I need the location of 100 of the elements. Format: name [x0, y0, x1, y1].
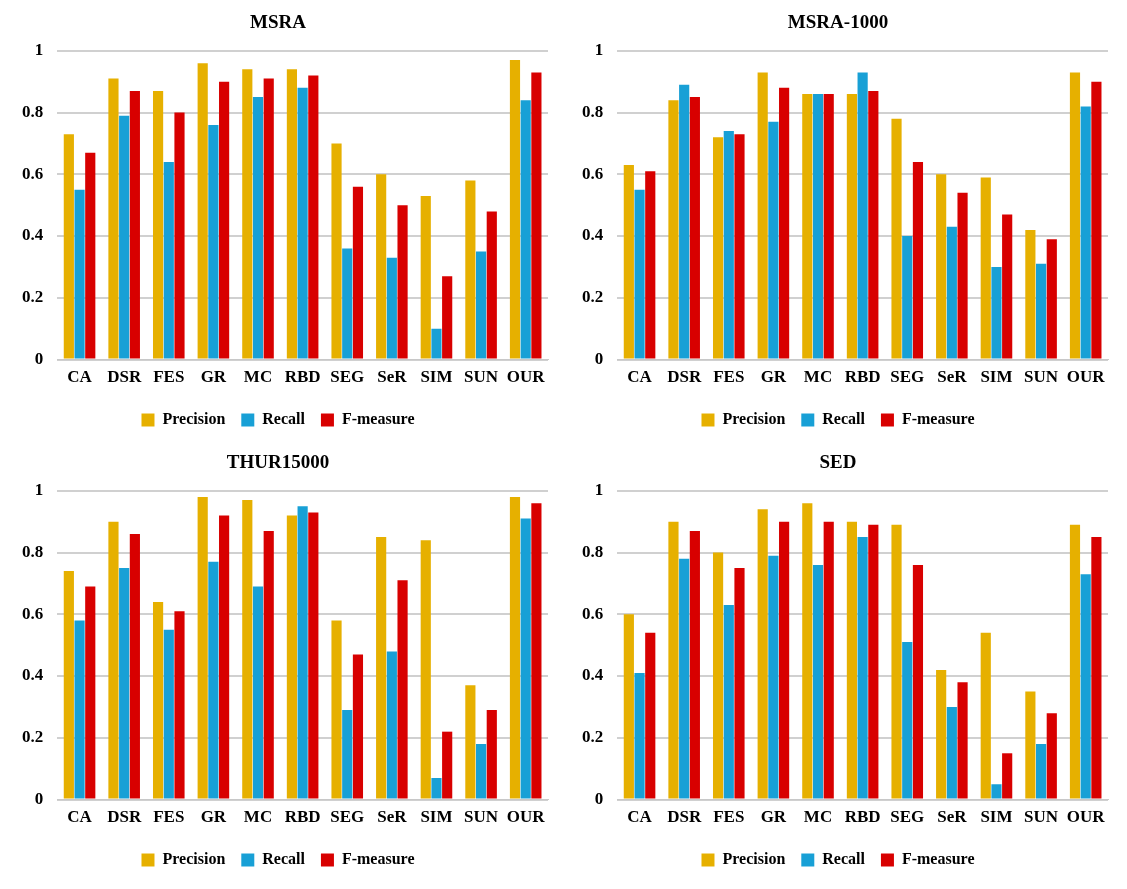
- bar: [174, 611, 185, 799]
- bar: [486, 710, 497, 799]
- bar: [768, 555, 779, 799]
- bar: [634, 189, 645, 359]
- bar: [1025, 229, 1036, 359]
- bar: [242, 500, 253, 799]
- bar: [1002, 214, 1013, 359]
- bar: [520, 100, 531, 359]
- x-tick-label: SEG: [330, 807, 365, 827]
- y-tick-label: 0.8: [22, 541, 44, 561]
- bar: [936, 174, 947, 359]
- chart-title: MSRA-1000: [787, 11, 889, 33]
- bar: [957, 192, 968, 359]
- legend-label: F-measure: [341, 410, 415, 428]
- legend-label: F-measure: [901, 410, 975, 428]
- bar: [802, 503, 813, 799]
- bar: [242, 69, 253, 359]
- bar: [1069, 72, 1081, 359]
- bar: [668, 521, 679, 799]
- bar: [645, 171, 656, 359]
- x-tick-label: CA: [67, 807, 93, 827]
- bar: [980, 177, 991, 359]
- x-tick-label: SIM: [420, 807, 453, 827]
- bar: [342, 248, 353, 359]
- x-tick-label: CA: [627, 807, 653, 827]
- x-tick-label: SUN: [464, 367, 499, 387]
- bar: [712, 137, 724, 359]
- x-tick-label: DSR: [107, 367, 142, 387]
- bar: [689, 97, 700, 359]
- bar: [936, 669, 947, 799]
- bar: [912, 161, 924, 359]
- legend-label: Precision: [722, 410, 786, 428]
- x-tick-label: MC: [803, 367, 833, 387]
- bar: [442, 731, 453, 799]
- bar: [431, 328, 442, 359]
- x-tick-label: SeR: [377, 807, 408, 827]
- bar: [857, 72, 868, 359]
- x-tick-label: SeR: [937, 367, 968, 387]
- y-tick-label: 0.6: [582, 163, 604, 183]
- bar: [946, 706, 957, 799]
- legend-label: Precision: [722, 850, 786, 868]
- bar: [623, 614, 634, 799]
- bar: [679, 558, 690, 799]
- y-tick-label: 0.6: [582, 603, 604, 623]
- bar: [263, 530, 274, 799]
- bar: [85, 152, 96, 359]
- y-tick-label: 0.6: [22, 603, 44, 623]
- bar: [108, 78, 119, 359]
- bar: [386, 651, 397, 799]
- x-tick-label: FES: [713, 807, 745, 827]
- bar: [85, 586, 96, 799]
- y-tick-label: 0: [34, 348, 44, 368]
- x-tick-label: MC: [243, 367, 273, 387]
- x-tick-label: MC: [803, 807, 833, 827]
- bar: [397, 580, 408, 799]
- bar: [1091, 81, 1102, 359]
- bar: [308, 512, 319, 799]
- bar: [946, 226, 957, 359]
- x-tick-label: FES: [153, 807, 185, 827]
- bar: [286, 515, 297, 799]
- bar: [634, 672, 645, 799]
- bar: [352, 186, 364, 359]
- x-tick-label: GR: [760, 807, 787, 827]
- y-tick-label: 0: [34, 788, 44, 808]
- bar: [668, 100, 679, 359]
- bar: [331, 143, 342, 359]
- legend-label: Recall: [822, 850, 866, 868]
- bar: [331, 620, 342, 799]
- x-tick-label: SEG: [890, 367, 925, 387]
- bar: [823, 521, 834, 799]
- bar: [197, 63, 208, 359]
- x-tick-label: SEG: [890, 807, 925, 827]
- y-tick-label: 0.4: [582, 225, 604, 245]
- bar: [486, 211, 497, 359]
- x-tick-label: SeR: [937, 807, 968, 827]
- x-tick-label: RBD: [844, 807, 881, 827]
- bar: [509, 60, 521, 359]
- x-tick-label: SIM: [980, 807, 1013, 827]
- bar: [465, 180, 476, 359]
- bar: [252, 97, 264, 359]
- x-tick-label: CA: [67, 367, 93, 387]
- x-tick-label: FES: [153, 367, 185, 387]
- y-tick-label: 1: [594, 480, 604, 500]
- bar: [252, 586, 264, 799]
- bar: [219, 81, 230, 359]
- x-tick-label: DSR: [107, 807, 142, 827]
- y-tick-label: 0.2: [22, 287, 44, 307]
- bar: [723, 605, 734, 799]
- x-tick-label: SeR: [377, 367, 408, 387]
- bar: [812, 564, 824, 799]
- y-tick-label: 0.6: [22, 163, 44, 183]
- x-tick-label: SIM: [980, 367, 1013, 387]
- bar: [991, 266, 1002, 359]
- bar: [352, 654, 364, 799]
- y-tick-label: 0.2: [582, 727, 604, 747]
- bar: [689, 530, 700, 799]
- bar: [891, 524, 902, 799]
- bar: [197, 496, 208, 799]
- bar: [475, 744, 487, 799]
- x-tick-label: GR: [200, 807, 227, 827]
